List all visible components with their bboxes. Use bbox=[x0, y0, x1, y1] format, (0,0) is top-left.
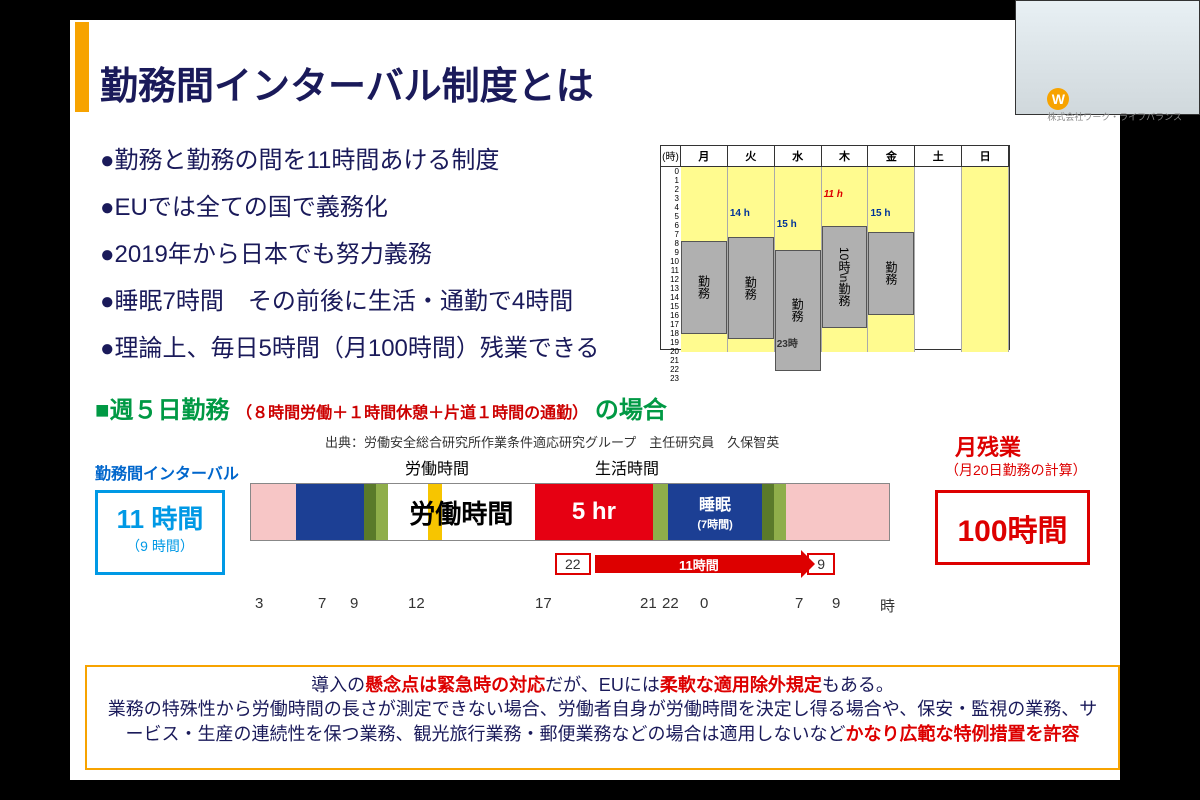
monthly-value-box: 100時間 bbox=[935, 490, 1090, 565]
day-header: 水 bbox=[775, 146, 822, 167]
bullet-item: ●EUでは全ての国で義務化 bbox=[100, 187, 640, 222]
bullet-item: ●睡眠7時間 その前後に生活・通勤で4時間 bbox=[100, 281, 640, 316]
bullet-item: ●理論上、毎日5時間（月100時間）残業できる bbox=[100, 328, 640, 363]
subheading: ■週５日勤務 （８時間労働＋１時間休憩＋片道１時間の通勤） の場合 bbox=[95, 390, 667, 425]
timeline-label: 労働時間 bbox=[405, 455, 469, 479]
interval-arrow: 22 11時間 9 bbox=[555, 550, 835, 578]
accent-bar bbox=[75, 22, 89, 112]
source-citation: 出典：労働安全総合研究所作業条件適応研究グループ 主任研究員 久保智英 bbox=[325, 432, 779, 451]
slide-title: 勤務間インターバル制度とは bbox=[100, 55, 594, 110]
timeline-label: 生活時間 bbox=[595, 455, 659, 479]
arrow-start: 22 bbox=[555, 553, 591, 575]
bullet-item: ●2019年から日本でも努力義務 bbox=[100, 234, 640, 269]
logo-icon: W bbox=[1047, 88, 1069, 110]
day-header: 木 bbox=[822, 146, 869, 167]
logo-text: 株式会社ワーク・ライフバランス bbox=[1047, 112, 1182, 122]
footer-note: 導入の懸念点は緊急時の対応だが、EUには柔軟な適用除外規定もある。 業務の特殊性… bbox=[85, 665, 1120, 770]
interval-label: 勤務間インターバル bbox=[95, 460, 239, 484]
day-header: 月 bbox=[681, 146, 728, 167]
monthly-label: 月残業 bbox=[955, 430, 1021, 462]
bullet-item: ●勤務と勤務の間を11時間あける制度 bbox=[100, 140, 640, 175]
bullet-list: ●勤務と勤務の間を11時間あける制度 ●EUでは全ての国で義務化 ●2019年か… bbox=[100, 140, 640, 375]
hour-header: (時) bbox=[661, 146, 681, 167]
monthly-sub: （月20日勤務の計算） bbox=[945, 460, 1087, 480]
interval-value: 11 時間 bbox=[98, 499, 222, 536]
timeline-chart: 労働時間 生活時間 労働時間5 hr睡眠(7時間) 22 11時間 9 3791… bbox=[250, 455, 900, 625]
day-header: 火 bbox=[728, 146, 775, 167]
interval-box: 11 時間 （9 時間） bbox=[95, 490, 225, 575]
company-logo: W 株式会社ワーク・ライフバランス bbox=[1047, 88, 1182, 123]
day-header: 日 bbox=[962, 146, 1009, 167]
interval-sub: （9 時間） bbox=[98, 536, 222, 556]
arrow-body: 11時間 bbox=[595, 555, 804, 573]
weekly-schedule-chart: (時) 月 火 水 木 金 土 日 0123456789101112131415… bbox=[660, 145, 1010, 350]
day-header: 土 bbox=[915, 146, 962, 167]
day-header: 金 bbox=[868, 146, 915, 167]
